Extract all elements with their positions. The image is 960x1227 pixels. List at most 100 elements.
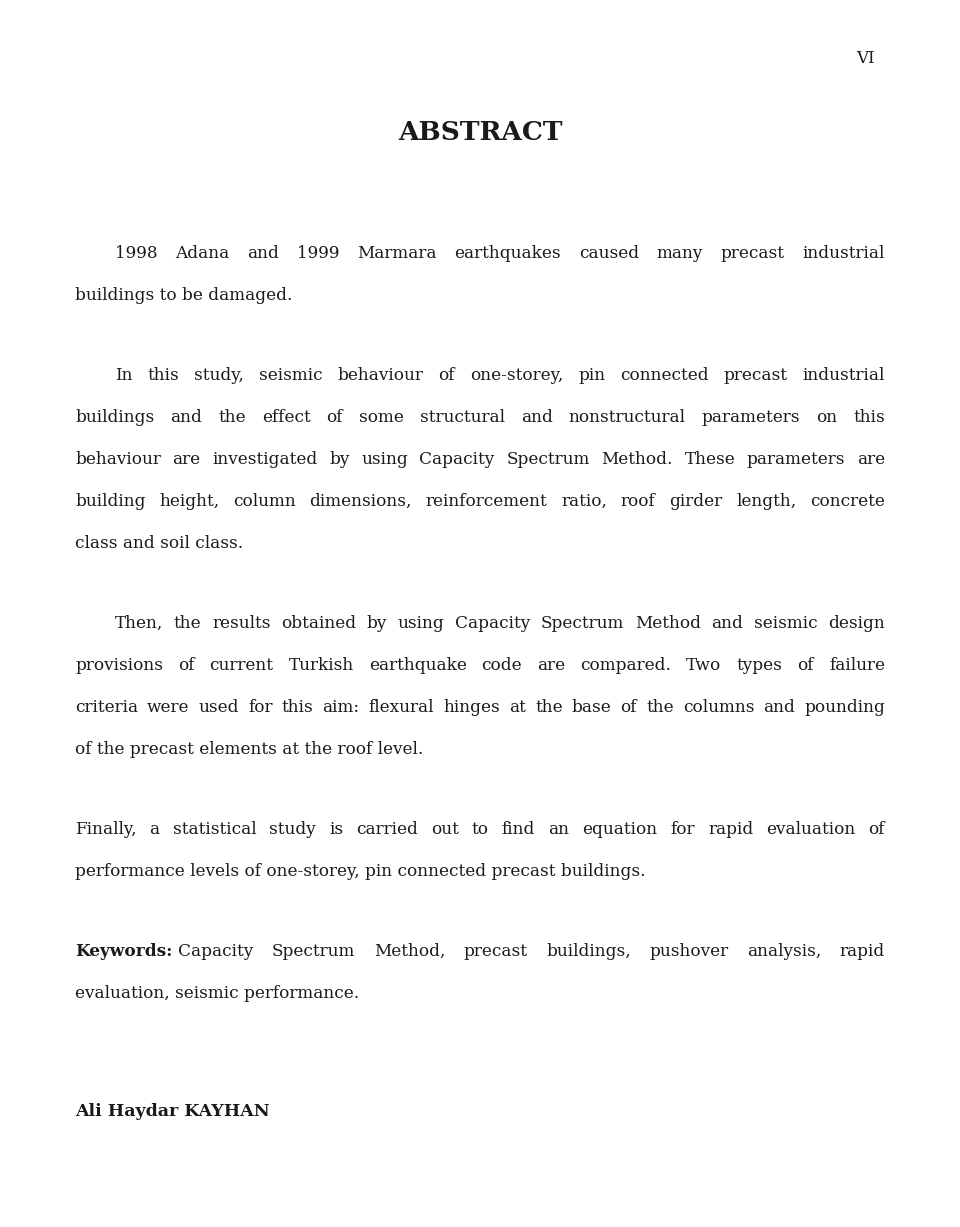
Text: of: of <box>439 367 455 384</box>
Text: 1998: 1998 <box>115 245 157 263</box>
Text: current: current <box>209 656 274 674</box>
Text: were: were <box>147 699 190 717</box>
Text: buildings,: buildings, <box>546 944 631 960</box>
Text: and: and <box>520 409 553 426</box>
Text: evaluation, seismic performance.: evaluation, seismic performance. <box>75 985 359 1002</box>
Text: the: the <box>535 699 563 717</box>
Text: ratio,: ratio, <box>562 493 607 510</box>
Text: Method,: Method, <box>373 944 445 960</box>
Text: nonstructural: nonstructural <box>568 409 685 426</box>
Text: precast: precast <box>724 367 787 384</box>
Text: some: some <box>359 409 404 426</box>
Text: Finally,: Finally, <box>75 821 136 838</box>
Text: is: is <box>329 821 343 838</box>
Text: concrete: concrete <box>810 493 885 510</box>
Text: aim:: aim: <box>323 699 360 717</box>
Text: Adana: Adana <box>176 245 229 263</box>
Text: Capacity: Capacity <box>455 615 531 632</box>
Text: building: building <box>75 493 146 510</box>
Text: 1999: 1999 <box>297 245 340 263</box>
Text: evaluation: evaluation <box>766 821 855 838</box>
Text: class and soil class.: class and soil class. <box>75 535 243 552</box>
Text: out: out <box>431 821 459 838</box>
Text: columns: columns <box>683 699 755 717</box>
Text: roof: roof <box>621 493 656 510</box>
Text: earthquake: earthquake <box>369 656 467 674</box>
Text: statistical: statistical <box>173 821 256 838</box>
Text: column: column <box>233 493 296 510</box>
Text: at: at <box>509 699 526 717</box>
Text: study,: study, <box>194 367 244 384</box>
Text: seismic: seismic <box>259 367 323 384</box>
Text: girder: girder <box>669 493 723 510</box>
Text: rapid: rapid <box>708 821 754 838</box>
Text: height,: height, <box>159 493 220 510</box>
Text: VI: VI <box>856 50 875 67</box>
Text: Spectrum: Spectrum <box>506 452 589 467</box>
Text: results: results <box>212 615 271 632</box>
Text: Then,: Then, <box>115 615 163 632</box>
Text: Two: Two <box>686 656 722 674</box>
Text: this: this <box>853 409 885 426</box>
Text: for: for <box>249 699 273 717</box>
Text: and: and <box>711 615 743 632</box>
Text: used: used <box>199 699 239 717</box>
Text: Method.: Method. <box>601 452 673 467</box>
Text: behaviour: behaviour <box>338 367 423 384</box>
Text: base: base <box>571 699 612 717</box>
Text: of: of <box>178 656 195 674</box>
Text: of: of <box>620 699 636 717</box>
Text: length,: length, <box>736 493 797 510</box>
Text: and: and <box>248 245 279 263</box>
Text: investigated: investigated <box>212 452 318 467</box>
Text: an: an <box>548 821 569 838</box>
Text: one-storey,: one-storey, <box>469 367 564 384</box>
Text: on: on <box>816 409 837 426</box>
Text: In: In <box>115 367 132 384</box>
Text: this: this <box>148 367 180 384</box>
Text: rapid: rapid <box>840 944 885 960</box>
Text: compared.: compared. <box>581 656 671 674</box>
Text: provisions: provisions <box>75 656 163 674</box>
Text: are: are <box>538 656 565 674</box>
Text: code: code <box>482 656 522 674</box>
Text: precast: precast <box>721 245 785 263</box>
Text: Keywords:: Keywords: <box>75 944 173 960</box>
Text: equation: equation <box>583 821 658 838</box>
Text: behaviour: behaviour <box>75 452 161 467</box>
Text: flexural: flexural <box>369 699 434 717</box>
Text: Method: Method <box>635 615 701 632</box>
Text: Capacity: Capacity <box>420 452 494 467</box>
Text: effect: effect <box>262 409 310 426</box>
Text: this: this <box>282 699 314 717</box>
Text: many: many <box>657 245 703 263</box>
Text: hinges: hinges <box>444 699 500 717</box>
Text: Spectrum: Spectrum <box>541 615 624 632</box>
Text: for: for <box>670 821 695 838</box>
Text: using: using <box>397 615 444 632</box>
Text: ABSTRACT: ABSTRACT <box>397 120 563 145</box>
Text: find: find <box>502 821 536 838</box>
Text: industrial: industrial <box>803 245 885 263</box>
Text: the: the <box>218 409 246 426</box>
Text: are: are <box>173 452 201 467</box>
Text: the: the <box>646 699 674 717</box>
Text: and: and <box>170 409 203 426</box>
Text: obtained: obtained <box>281 615 356 632</box>
Text: seismic: seismic <box>754 615 818 632</box>
Text: of: of <box>798 656 814 674</box>
Text: connected: connected <box>620 367 708 384</box>
Text: of: of <box>869 821 885 838</box>
Text: failure: failure <box>829 656 885 674</box>
Text: parameters: parameters <box>702 409 800 426</box>
Text: using: using <box>361 452 408 467</box>
Text: by: by <box>367 615 387 632</box>
Text: types: types <box>736 656 782 674</box>
Text: earthquakes: earthquakes <box>454 245 562 263</box>
Text: Marmara: Marmara <box>357 245 437 263</box>
Text: caused: caused <box>579 245 639 263</box>
Text: performance levels of one-storey, pin connected precast buildings.: performance levels of one-storey, pin co… <box>75 863 646 880</box>
Text: Spectrum: Spectrum <box>272 944 355 960</box>
Text: carried: carried <box>356 821 418 838</box>
Text: by: by <box>329 452 349 467</box>
